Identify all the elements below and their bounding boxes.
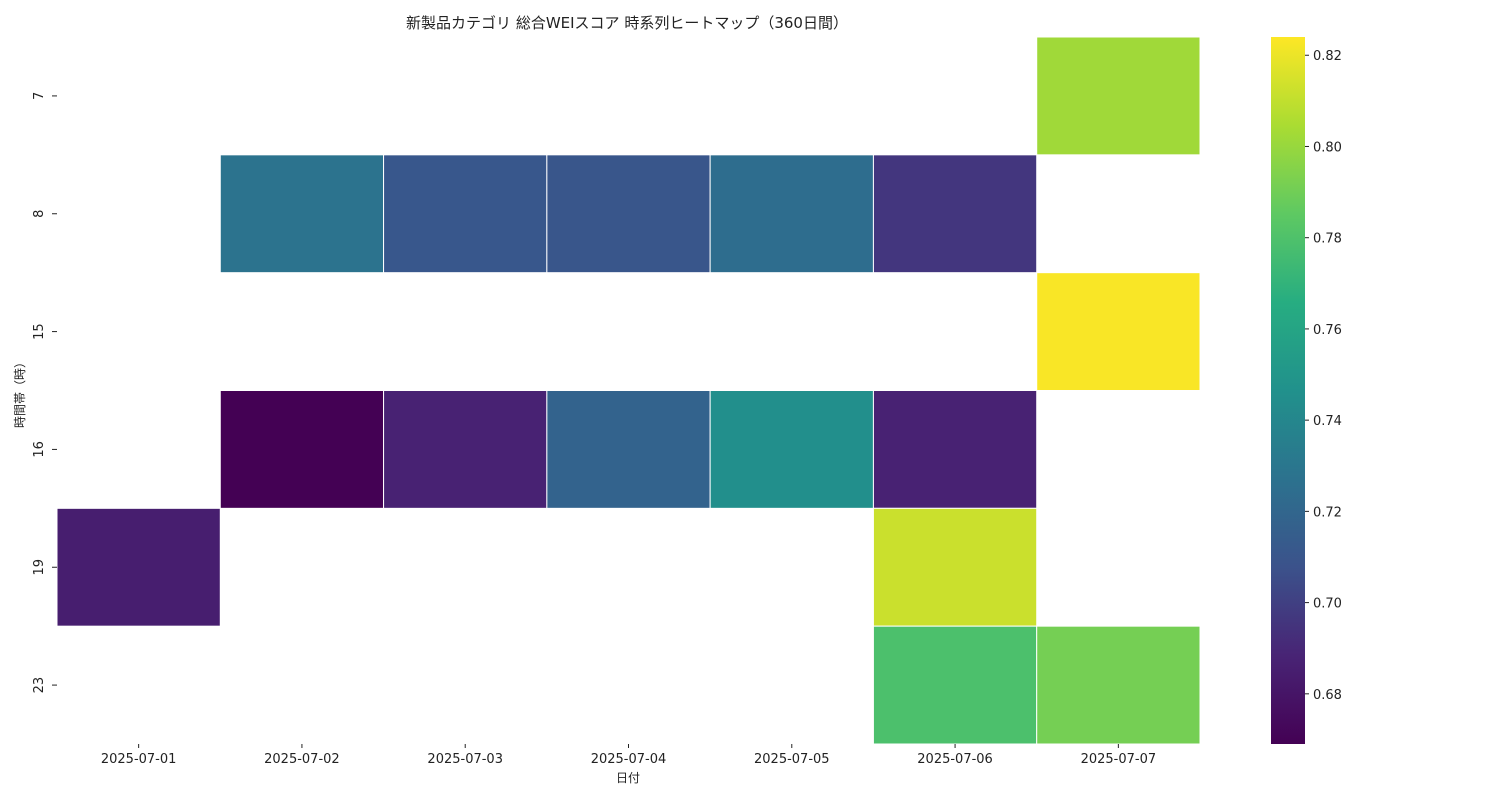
colorbar-tick-label: 0.68	[1313, 688, 1342, 703]
heatmap-cell	[872, 625, 1038, 745]
x-tick-label: 2025-07-01	[101, 752, 177, 767]
heatmap-cell	[709, 154, 874, 274]
colorbar-tick-label: 0.80	[1313, 140, 1342, 155]
colorbar-tick-label: 0.74	[1313, 414, 1342, 429]
y-tick-label: 15	[32, 323, 47, 340]
heatmap-cell	[219, 390, 385, 509]
x-axis-ticks: 2025-07-01 2025-07-02 2025-07-03 2025-07-04…	[101, 744, 1156, 767]
chart-title: 新製品カテゴリ 総合WEIスコア 時系列ヒートマップ（360日間）	[406, 14, 848, 32]
x-tick-label: 2025-07-03	[427, 752, 503, 767]
y-tick-label: 16	[32, 441, 47, 458]
y-tick-label: 8	[32, 210, 47, 218]
colorbar-tick-label: 0.76	[1313, 323, 1342, 338]
heatmap-cell	[872, 507, 1038, 627]
heatmap-cell	[872, 390, 1038, 509]
y-axis-ticks: 7 8 15 16 19 23	[32, 92, 57, 694]
heatmap-cell	[383, 390, 548, 509]
y-tick-label: 23	[32, 677, 47, 694]
y-tick-label: 19	[32, 559, 47, 576]
x-tick-label: 2025-07-06	[917, 752, 993, 767]
y-axis-label: 時間帯（時）	[13, 356, 27, 428]
x-tick-label: 2025-07-02	[264, 752, 340, 767]
colorbar-tick-label: 0.72	[1313, 505, 1342, 520]
heatmap-cell	[56, 507, 221, 627]
x-tick-label: 2025-07-05	[754, 752, 830, 767]
colorbar: 0.68 0.70 0.72 0.74 0.76 0.78 0.80 0.82	[1271, 37, 1342, 744]
heatmap-cell	[1036, 272, 1201, 391]
heatmap-cell	[1036, 36, 1201, 156]
colorbar-tick-label: 0.78	[1313, 232, 1342, 247]
x-tick-label: 2025-07-04	[591, 752, 667, 767]
heatmap-cell	[546, 390, 711, 509]
x-tick-label: 2025-07-07	[1081, 752, 1157, 767]
heatmap-cell	[709, 390, 874, 509]
heatmap-cells	[56, 36, 1201, 745]
y-tick-label: 7	[32, 92, 47, 100]
x-axis-label: 日付	[616, 771, 640, 785]
heatmap-cell	[546, 154, 711, 274]
heatmap-cell	[872, 154, 1038, 274]
heatmap-cell	[383, 154, 548, 274]
heatmap-cell	[219, 154, 385, 274]
colorbar-gradient	[1271, 37, 1305, 744]
colorbar-tick-label: 0.82	[1313, 49, 1342, 64]
heatmap-cell	[1036, 625, 1201, 745]
colorbar-tick-label: 0.70	[1313, 597, 1342, 612]
